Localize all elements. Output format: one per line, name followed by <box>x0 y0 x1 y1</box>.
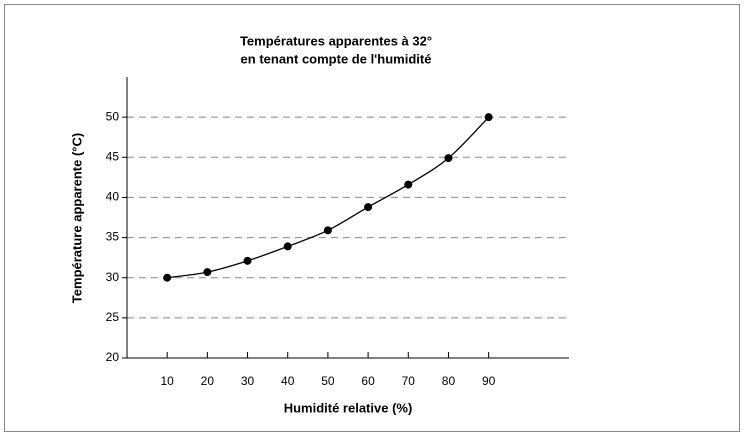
y-tick-label: 40 <box>106 190 120 204</box>
x-tick-label: 60 <box>361 374 375 388</box>
x-tick-label: 10 <box>161 374 175 388</box>
y-tick-label: 25 <box>106 310 120 324</box>
marker <box>364 203 373 212</box>
x-tick-label: 90 <box>482 374 496 388</box>
x-tick-label: 40 <box>281 374 295 388</box>
y-tick-label: 45 <box>106 149 120 163</box>
x-tick-label: 80 <box>442 374 456 388</box>
y-tick-label: 35 <box>106 230 120 244</box>
marker <box>163 273 172 282</box>
marker <box>323 226 332 235</box>
y-tick-label: 20 <box>106 350 120 364</box>
x-tick-label: 30 <box>241 374 255 388</box>
x-tick-label: 70 <box>402 374 416 388</box>
marker <box>404 180 413 189</box>
x-tick-label: 50 <box>321 374 335 388</box>
marker <box>484 113 493 122</box>
marker <box>444 154 453 163</box>
x-axis-label: Humidité relative (%) <box>284 400 413 415</box>
y-tick-label: 50 <box>106 109 120 123</box>
y-tick-label: 30 <box>106 270 120 284</box>
y-axis-label: Température apparente (°C) <box>69 133 84 303</box>
chart-title: en tenant compte de l'humidité <box>241 51 432 66</box>
marker <box>203 268 212 277</box>
marker <box>283 242 292 251</box>
frame <box>4 4 740 432</box>
x-tick-label: 20 <box>201 374 215 388</box>
marker <box>243 256 252 265</box>
chart-title: Températures apparentes à 32° <box>240 33 432 48</box>
